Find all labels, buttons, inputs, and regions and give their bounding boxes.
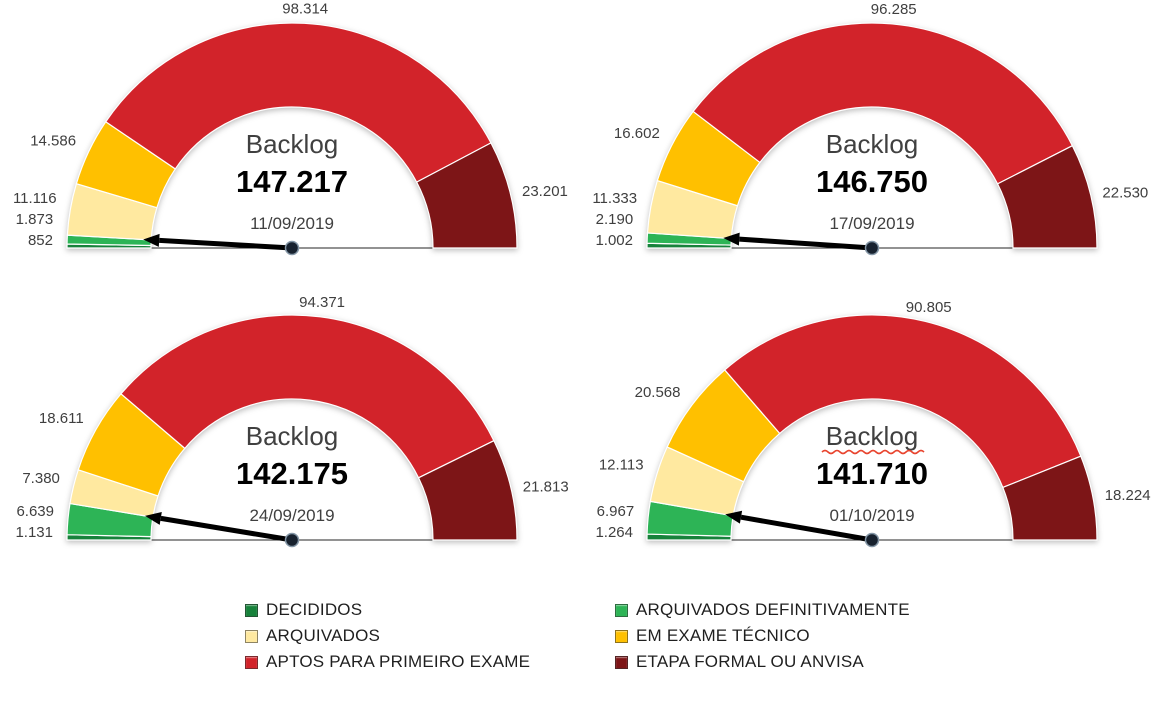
legend-item-decididos: DECIDIDOS — [245, 600, 545, 620]
gauge-segment-etapa-formal-anvisa — [415, 142, 518, 249]
gauge-donut — [646, 22, 1098, 249]
segment-value-label-arquivados-definitivamente: 2.190 — [596, 211, 634, 228]
segment-value-label-etapa-formal-anvisa: 21.813 — [523, 478, 569, 495]
needle-arrowhead-icon — [143, 233, 160, 247]
needle-arrowhead-icon — [723, 232, 740, 246]
needle-arrowhead-icon — [725, 510, 743, 524]
gauge-date: 17/09/2019 — [829, 214, 914, 233]
gauge-pivot-dot — [284, 532, 300, 548]
legend-swatch-icon — [615, 629, 628, 643]
gauge-date: 24/09/2019 — [249, 506, 334, 525]
segment-value-label-etapa-formal-anvisa: 18.224 — [1105, 487, 1151, 504]
legend-label: EM EXAME TÉCNICO — [636, 626, 810, 645]
gauge-title: Backlog — [246, 129, 339, 159]
segment-value-label-arquivados: 11.116 — [13, 190, 57, 207]
segment-value-label-arquivados-definitivamente: 6.967 — [597, 503, 635, 520]
gauge-needle — [160, 515, 293, 543]
gauge-needle — [740, 514, 873, 543]
gauge-total-value: 141.710 — [816, 456, 928, 491]
gauge-date: 11/09/2019 — [250, 214, 334, 233]
segment-value-label-em-exame-tecnico: 16.602 — [614, 125, 660, 142]
segment-value-label-em-exame-tecnico: 14.586 — [30, 133, 76, 150]
gauge-total-value: 147.217 — [236, 164, 348, 199]
gauge-segment-aptos-primeiro-exame — [104, 22, 492, 183]
gauge-date: 01/10/2019 — [829, 506, 914, 525]
legend-swatch-icon — [245, 629, 258, 643]
gauge-segment-etapa-formal-anvisa — [996, 144, 1098, 249]
segment-value-label-arquivados: 11.333 — [592, 190, 637, 207]
needle-arrowhead-icon — [145, 512, 162, 525]
gauge-donut — [66, 314, 518, 541]
legend-column-left: DECIDIDOS ARQUIVADOS APTOS PARA PRIMEIRO… — [245, 600, 545, 672]
gauge-chart-1: 98.314 23.201 852 1.873 11.116 14.586 Backlog 1… — [13, 0, 568, 256]
legend-swatch-icon — [245, 603, 258, 617]
gauge-total-value: 146.750 — [816, 164, 928, 199]
gauge-chart-3: 94.371 21.813 1.131 6.639 7.380 18.611 Backlog… — [15, 294, 569, 548]
segment-value-label-arquivados: 12.113 — [599, 457, 644, 474]
gauge-pivot-dot — [864, 240, 880, 256]
segment-value-label-etapa-formal-anvisa: 23.201 — [522, 183, 568, 200]
gauge-donut — [646, 314, 1098, 541]
gauge-segment-etapa-formal-anvisa — [417, 439, 518, 541]
gauge-grid: 98.314 23.201 852 1.873 11.116 14.586 Backlog 1… — [13, 0, 1151, 548]
gauge-pivot-dot — [864, 532, 880, 548]
gauge-title: Backlog — [246, 421, 339, 451]
legend-swatch-icon — [615, 655, 628, 669]
segment-value-label-em-exame-tecnico: 20.568 — [635, 384, 681, 401]
gauge-title: Backlog — [826, 421, 919, 451]
segment-value-label-decididos: 1.264 — [595, 524, 633, 541]
gauge-segment-aptos-primeiro-exame — [120, 314, 495, 479]
legend-label: ARQUIVADOS DEFINITIVAMENTE — [636, 600, 910, 619]
gauge-needle — [159, 237, 293, 251]
legend-column-right: ARQUIVADOS DEFINITIVAMENTE EM EXAME TÉCN… — [615, 600, 915, 672]
legend-item-aptos-para-primeiro-exame: APTOS PARA PRIMEIRO EXAME — [245, 652, 545, 672]
segment-value-label-decididos: 1.131 — [15, 524, 53, 541]
segment-value-label-arquivados-definitivamente: 6.639 — [16, 503, 54, 520]
segment-value-label-aptos-primeiro-exame: 96.285 — [871, 1, 917, 18]
gauge-title: Backlog — [826, 129, 919, 159]
legend-item-arquivados: ARQUIVADOS — [245, 626, 545, 646]
legend-label: DECIDIDOS — [266, 600, 363, 619]
legend-swatch-icon — [615, 603, 628, 617]
gauge-needle — [739, 236, 873, 251]
gauge-total-value: 142.175 — [236, 456, 348, 491]
legend-label: APTOS PARA PRIMEIRO EXAME — [266, 652, 531, 671]
segment-value-label-etapa-formal-anvisa: 22.530 — [1102, 185, 1148, 202]
legend-swatch-icon — [245, 655, 258, 669]
segment-value-label-arquivados-definitivamente: 1.873 — [16, 211, 54, 228]
legend-label: ETAPA FORMAL OU ANVISA — [636, 652, 864, 671]
gauge-donut — [66, 22, 518, 249]
segment-value-label-arquivados: 7.380 — [22, 470, 60, 487]
segment-value-label-decididos: 852 — [28, 232, 53, 249]
segment-value-label-aptos-primeiro-exame: 94.371 — [299, 294, 345, 311]
legend-item-arquivados-definitivamente: ARQUIVADOS DEFINITIVAMENTE — [615, 600, 915, 620]
gauge-segment-aptos-primeiro-exame — [723, 314, 1082, 489]
gauge-segment-aptos-primeiro-exame — [692, 22, 1074, 185]
spellcheck-underline — [821, 449, 925, 455]
legend-item-em-exame-tecnico: EM EXAME TÉCNICO — [615, 626, 915, 646]
chart-legend: DECIDIDOS ARQUIVADOS APTOS PARA PRIMEIRO… — [0, 600, 1160, 672]
gauge-segment-etapa-formal-anvisa — [1002, 455, 1098, 541]
segment-value-label-aptos-primeiro-exame: 98.314 — [282, 0, 328, 17]
segment-value-label-em-exame-tecnico: 18.611 — [39, 410, 84, 427]
segment-value-label-decididos: 1.002 — [595, 232, 633, 249]
gauge-chart-4: 90.805 18.224 1.264 6.967 12.113 20.568 Backlo… — [595, 299, 1151, 548]
gauge-chart-2: 96.285 22.530 1.002 2.190 11.333 16.602 Backlo… — [592, 1, 1148, 256]
gauge-pivot-dot — [284, 240, 300, 256]
segment-value-label-aptos-primeiro-exame: 90.805 — [906, 299, 952, 316]
legend-label: ARQUIVADOS — [266, 626, 381, 645]
legend-item-etapa-formal-ou-anvisa: ETAPA FORMAL OU ANVISA — [615, 652, 915, 672]
